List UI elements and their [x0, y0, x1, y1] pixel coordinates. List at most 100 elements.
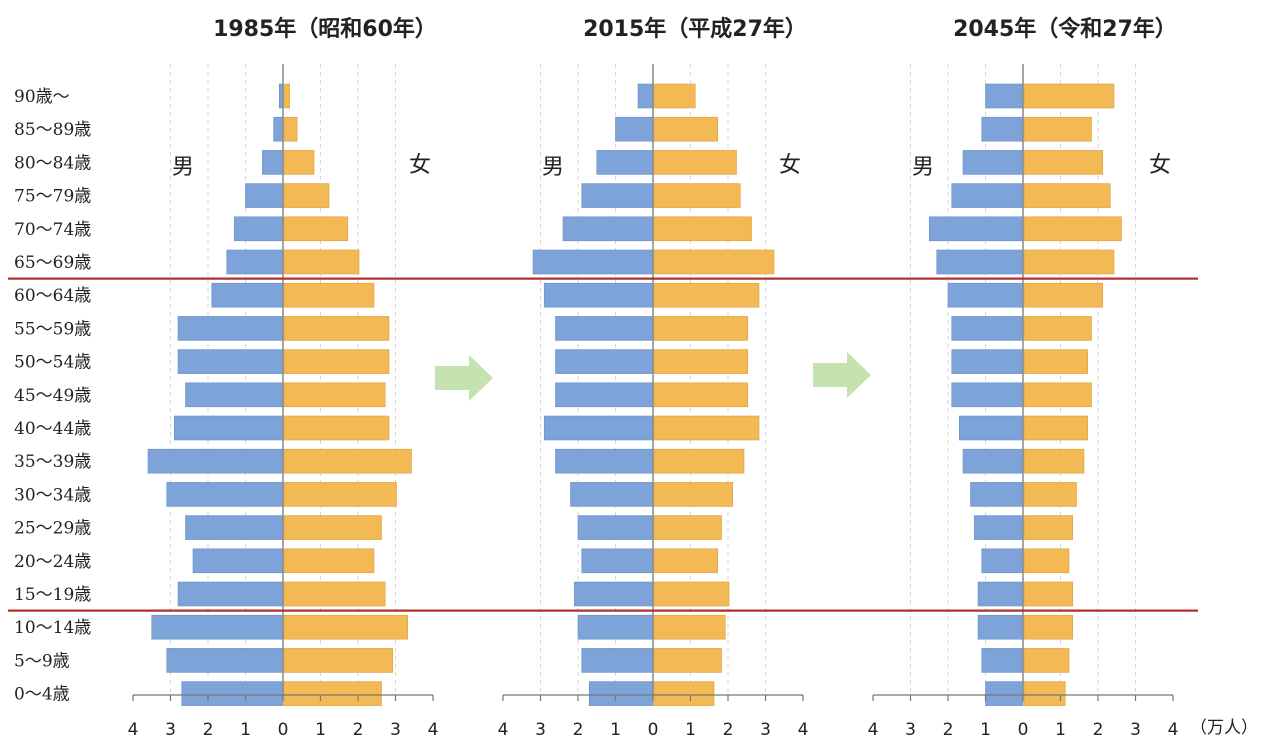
bar-male-1-2 — [577, 614, 654, 640]
bar-male-2-0 — [985, 681, 1024, 706]
female-label-0: 女 — [409, 153, 431, 178]
bar-male-0-6 — [166, 482, 284, 507]
bar-male-0-3 — [177, 581, 284, 607]
bar-male-1-5 — [577, 515, 654, 540]
bar-male-2-14 — [928, 216, 1024, 242]
transition-arrow-1 — [813, 352, 871, 398]
x-tick-label-2-3: 1 — [980, 720, 991, 740]
age-label-7: 35〜39歳 — [14, 452, 91, 472]
bar-male-1-12 — [543, 282, 654, 308]
bar-female-1-18 — [653, 83, 696, 109]
female-label-2: 女 — [1149, 153, 1171, 178]
bar-male-1-0 — [588, 681, 654, 706]
age-label-4: 20〜24歳 — [14, 552, 91, 572]
bar-male-2-16 — [962, 150, 1024, 175]
bar-female-1-16 — [653, 150, 737, 175]
bar-female-2-10 — [1023, 349, 1089, 374]
bar-male-2-10 — [951, 349, 1024, 374]
bar-male-0-2 — [151, 614, 284, 640]
bar-female-2-12 — [1023, 282, 1104, 308]
x-tick-label-0-0: 4 — [128, 720, 139, 740]
bar-male-1-16 — [596, 150, 654, 175]
bar-female-2-16 — [1023, 150, 1104, 175]
bar-female-0-9 — [283, 382, 386, 408]
chart-title-1: 2015年（平成27年） — [583, 16, 807, 42]
bar-female-1-10 — [653, 349, 749, 374]
bar-male-1-11 — [555, 316, 654, 341]
x-tick-label-0-8: 4 — [428, 720, 439, 740]
bar-male-0-7 — [147, 448, 284, 474]
transition-arrow-0 — [435, 355, 493, 401]
bar-male-2-4 — [981, 548, 1024, 574]
bar-female-2-7 — [1023, 448, 1085, 474]
x-tick-label-1-4: 0 — [648, 720, 659, 740]
bar-male-0-13 — [226, 249, 284, 275]
bar-female-1-8 — [653, 415, 760, 441]
bar-female-0-15 — [283, 183, 330, 208]
male-label-1: 男 — [542, 155, 564, 180]
bar-male-1-17 — [615, 116, 654, 142]
x-tick-label-1-0: 4 — [498, 720, 509, 740]
bar-female-1-9 — [653, 382, 749, 408]
bar-female-2-8 — [1023, 415, 1089, 441]
bar-female-1-3 — [653, 581, 730, 607]
age-label-11: 55〜59歳 — [14, 319, 91, 339]
bar-male-1-13 — [532, 249, 654, 275]
bar-male-2-13 — [936, 249, 1024, 275]
bar-female-2-15 — [1023, 183, 1111, 208]
bar-female-1-5 — [653, 515, 722, 540]
bar-female-1-12 — [653, 282, 760, 308]
bar-male-2-11 — [951, 316, 1024, 341]
bar-male-2-15 — [951, 183, 1024, 208]
bar-female-2-11 — [1023, 316, 1092, 341]
x-tick-label-2-5: 1 — [1055, 720, 1066, 740]
bar-female-0-11 — [283, 316, 390, 341]
bar-male-1-8 — [543, 415, 654, 441]
x-tick-label-1-7: 3 — [760, 720, 771, 740]
unit-label: （万人） — [1190, 718, 1258, 738]
bar-male-2-5 — [973, 515, 1024, 540]
bar-female-0-2 — [283, 614, 409, 640]
bar-female-2-5 — [1023, 515, 1074, 540]
x-tick-label-0-2: 2 — [203, 720, 214, 740]
bar-female-0-7 — [283, 448, 412, 474]
bar-female-0-10 — [283, 349, 390, 374]
bar-female-0-4 — [283, 548, 375, 574]
x-tick-label-2-1: 3 — [905, 720, 916, 740]
bar-male-1-9 — [555, 382, 654, 408]
bar-female-0-12 — [283, 282, 375, 308]
x-tick-label-1-6: 2 — [723, 720, 734, 740]
bar-female-1-17 — [653, 116, 719, 142]
bar-female-1-2 — [653, 614, 726, 640]
bar-male-2-1 — [981, 648, 1024, 673]
bar-female-0-18 — [283, 83, 290, 109]
chart-title-0: 1985年（昭和60年） — [213, 16, 437, 42]
bar-female-2-0 — [1023, 681, 1066, 706]
male-label-2: 男 — [912, 155, 934, 180]
bar-female-0-13 — [283, 249, 360, 275]
bar-male-0-12 — [211, 282, 284, 308]
bar-male-0-5 — [185, 515, 284, 540]
bar-female-2-4 — [1023, 548, 1070, 574]
bar-male-1-6 — [570, 482, 654, 507]
bar-female-0-1 — [283, 648, 394, 673]
bar-female-2-13 — [1023, 249, 1115, 275]
x-tick-label-2-7: 3 — [1130, 720, 1141, 740]
age-label-5: 25〜29歳 — [14, 519, 91, 539]
age-label-12: 60〜64歳 — [14, 286, 91, 306]
bar-female-1-4 — [653, 548, 719, 574]
x-tick-label-2-8: 4 — [1168, 720, 1179, 740]
bar-female-0-3 — [283, 581, 386, 607]
bar-male-0-0 — [181, 681, 284, 706]
bar-female-1-1 — [653, 648, 722, 673]
bar-female-2-2 — [1023, 614, 1074, 640]
bar-male-0-1 — [166, 648, 284, 673]
bar-female-2-18 — [1023, 83, 1115, 109]
age-label-10: 50〜54歳 — [14, 353, 91, 373]
bar-female-2-6 — [1023, 482, 1077, 507]
bar-female-2-17 — [1023, 116, 1092, 142]
x-tick-label-0-1: 3 — [165, 720, 176, 740]
bar-female-1-13 — [653, 249, 775, 275]
age-label-9: 45〜49歳 — [14, 386, 91, 406]
